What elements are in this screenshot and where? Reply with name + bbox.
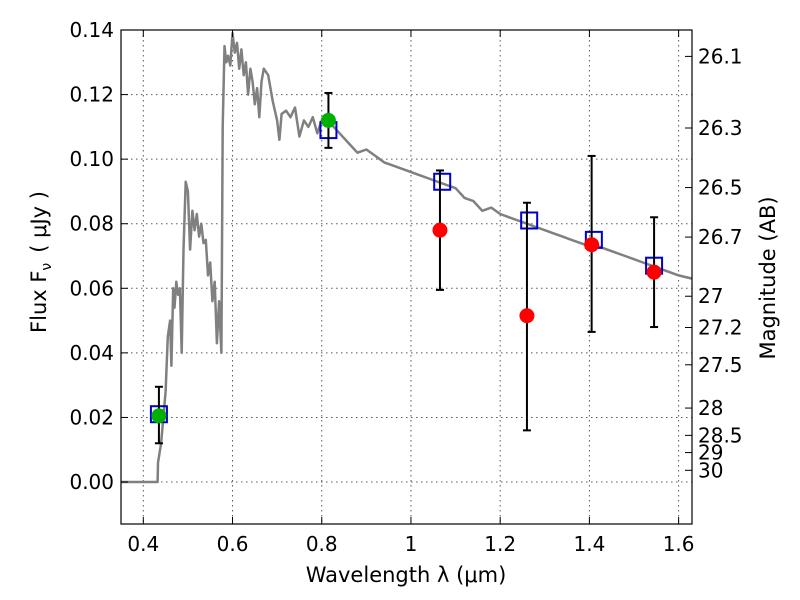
x-tick-label: 0.4 xyxy=(127,532,159,556)
right-tick-label: 27 xyxy=(698,284,723,308)
model-photometry-layer xyxy=(149,121,664,424)
right-tick-label: 27.5 xyxy=(698,353,743,377)
y-tick-label: 0.00 xyxy=(69,470,114,494)
model-spectrum-line xyxy=(121,31,693,484)
right-tick-label: 26.3 xyxy=(698,116,743,140)
x-tick-label: 0.6 xyxy=(217,532,249,556)
y-tick-label: 0.06 xyxy=(69,276,114,300)
y-tick-label: 0.14 xyxy=(69,18,114,42)
observed-point xyxy=(151,408,167,424)
right-tick-label: 29 xyxy=(698,441,723,465)
right-tick-label: 30 xyxy=(698,458,723,482)
x-tick-label: 1 xyxy=(405,532,418,556)
right-tick-label: 26.7 xyxy=(698,225,743,249)
observed-point xyxy=(584,237,600,253)
model-spectrum-layer xyxy=(121,31,693,484)
right-axis-label: Magnitude (AB) xyxy=(756,196,780,359)
right-tick-label: 27.2 xyxy=(698,315,743,339)
y-tick-label: 0.12 xyxy=(69,83,114,107)
observed-point xyxy=(519,308,535,324)
y-tick-label: 0.02 xyxy=(69,405,114,429)
right-tick-label: 28.5 xyxy=(698,423,743,447)
x-tick-label: 1.4 xyxy=(573,532,605,556)
observed-point xyxy=(432,222,448,238)
model-photometry-marker xyxy=(433,172,452,191)
right-tick-label: 26.1 xyxy=(698,44,743,68)
observed-photometry-layer xyxy=(151,91,662,445)
x-tick-label: 0.8 xyxy=(306,532,338,556)
y-tick-label: 0.08 xyxy=(69,212,114,236)
y-tick-label: 0.04 xyxy=(69,341,114,365)
x-axis-label: Wavelength λ (μm) xyxy=(306,563,507,587)
plot-frame xyxy=(120,29,693,525)
y-axis-label: Flux Fν ( μJy ) xyxy=(27,191,55,333)
right-tick-label: 26.5 xyxy=(698,176,743,200)
x-tick-label: 1.2 xyxy=(484,532,516,556)
y-axis-label-unit: ( μJy ) xyxy=(27,191,51,253)
model-photometry-marker xyxy=(520,211,539,230)
observed-point xyxy=(646,264,662,280)
observed-point xyxy=(320,112,336,128)
y-axis-label-subscript: ν xyxy=(39,263,55,271)
y-axis-label-main: Flux F xyxy=(27,271,51,333)
y-tick-label: 0.10 xyxy=(69,147,114,171)
x-tick-label: 1.6 xyxy=(663,532,695,556)
x-axis-ticks: 0.4 0.6 0.8 1 1.2 1.4 1.6 xyxy=(127,30,695,556)
grid xyxy=(121,29,692,524)
right-tick-label: 28 xyxy=(698,396,723,420)
y-axis-ticks: 0.00 0.02 0.04 0.06 0.08 0.10 0.12 0.14 xyxy=(69,18,128,494)
